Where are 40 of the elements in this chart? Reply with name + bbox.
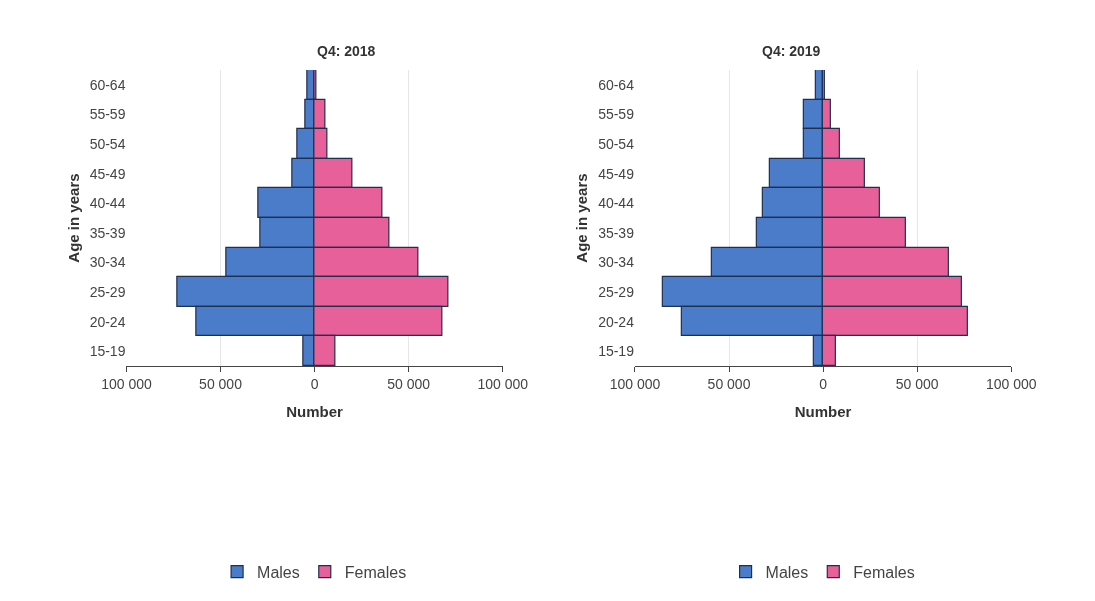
y-axis-title: Age in years — [573, 173, 591, 263]
y-tick-label: 55-59 — [89, 106, 126, 123]
legend-label: Males — [765, 563, 809, 581]
chart-title: Q4: 2018 — [317, 43, 376, 59]
y-tick-label: 50-54 — [598, 135, 635, 152]
y-tick-label: 20-24 — [598, 313, 635, 330]
y-tick-label: 40-44 — [89, 195, 126, 212]
x-tick-label: 50 000 — [199, 375, 243, 392]
y-tick-label: 25-29 — [598, 283, 635, 300]
x-tick-label: 0 — [819, 375, 828, 392]
x-axis-title: Number — [794, 402, 852, 420]
y-tick-label: 15-19 — [598, 343, 635, 360]
y-tick-label: 15-19 — [89, 343, 126, 360]
y-tick-label: 45-49 — [89, 165, 126, 182]
x-tick-label: 50 000 — [387, 375, 431, 392]
x-tick-label: 100 000 — [609, 375, 661, 392]
legend-label: Males — [257, 563, 300, 581]
x-tick-label: 100 000 — [477, 375, 529, 392]
x-axis-title: Number — [286, 402, 344, 420]
y-tick-label: 35-39 — [89, 224, 126, 241]
y-tick-label: 45-49 — [598, 165, 635, 182]
chart-title: Q4: 2019 — [762, 43, 821, 59]
y-tick-label: 50-54 — [89, 135, 126, 152]
y-tick-label: 55-59 — [598, 106, 635, 123]
y-tick-label: 30-34 — [89, 254, 126, 271]
x-tick-label: 50 000 — [707, 375, 751, 392]
legend-label: Females — [853, 563, 915, 581]
y-tick-label: 35-39 — [598, 224, 635, 241]
y-tick-label: 25-29 — [89, 283, 126, 300]
y-tick-label: 60-64 — [89, 76, 126, 93]
y-tick-label: 40-44 — [598, 195, 635, 212]
x-tick-label: 100 000 — [985, 375, 1037, 392]
x-tick-label: 100 000 — [101, 375, 152, 392]
legend-label: Females — [344, 563, 407, 581]
x-tick-label: 0 — [310, 375, 319, 392]
y-tick-label: 20-24 — [89, 313, 126, 330]
x-tick-label: 50 000 — [895, 375, 939, 392]
y-tick-label: 30-34 — [598, 254, 635, 271]
y-axis-title: Age in years — [64, 173, 82, 263]
y-tick-label: 60-64 — [598, 76, 635, 93]
